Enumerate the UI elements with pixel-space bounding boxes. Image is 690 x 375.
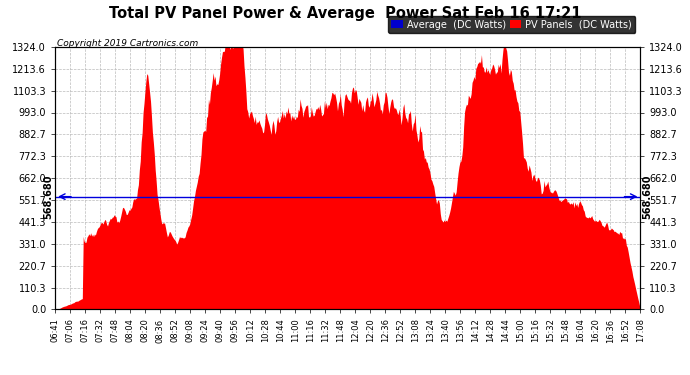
Text: Copyright 2019 Cartronics.com: Copyright 2019 Cartronics.com [57, 39, 198, 48]
Text: Total PV Panel Power & Average  Power Sat Feb 16 17:21: Total PV Panel Power & Average Power Sat… [109, 6, 581, 21]
Text: 568.680: 568.680 [642, 174, 652, 219]
Text: 568.680: 568.680 [43, 174, 53, 219]
Legend: Average  (DC Watts), PV Panels  (DC Watts): Average (DC Watts), PV Panels (DC Watts) [388, 16, 635, 33]
